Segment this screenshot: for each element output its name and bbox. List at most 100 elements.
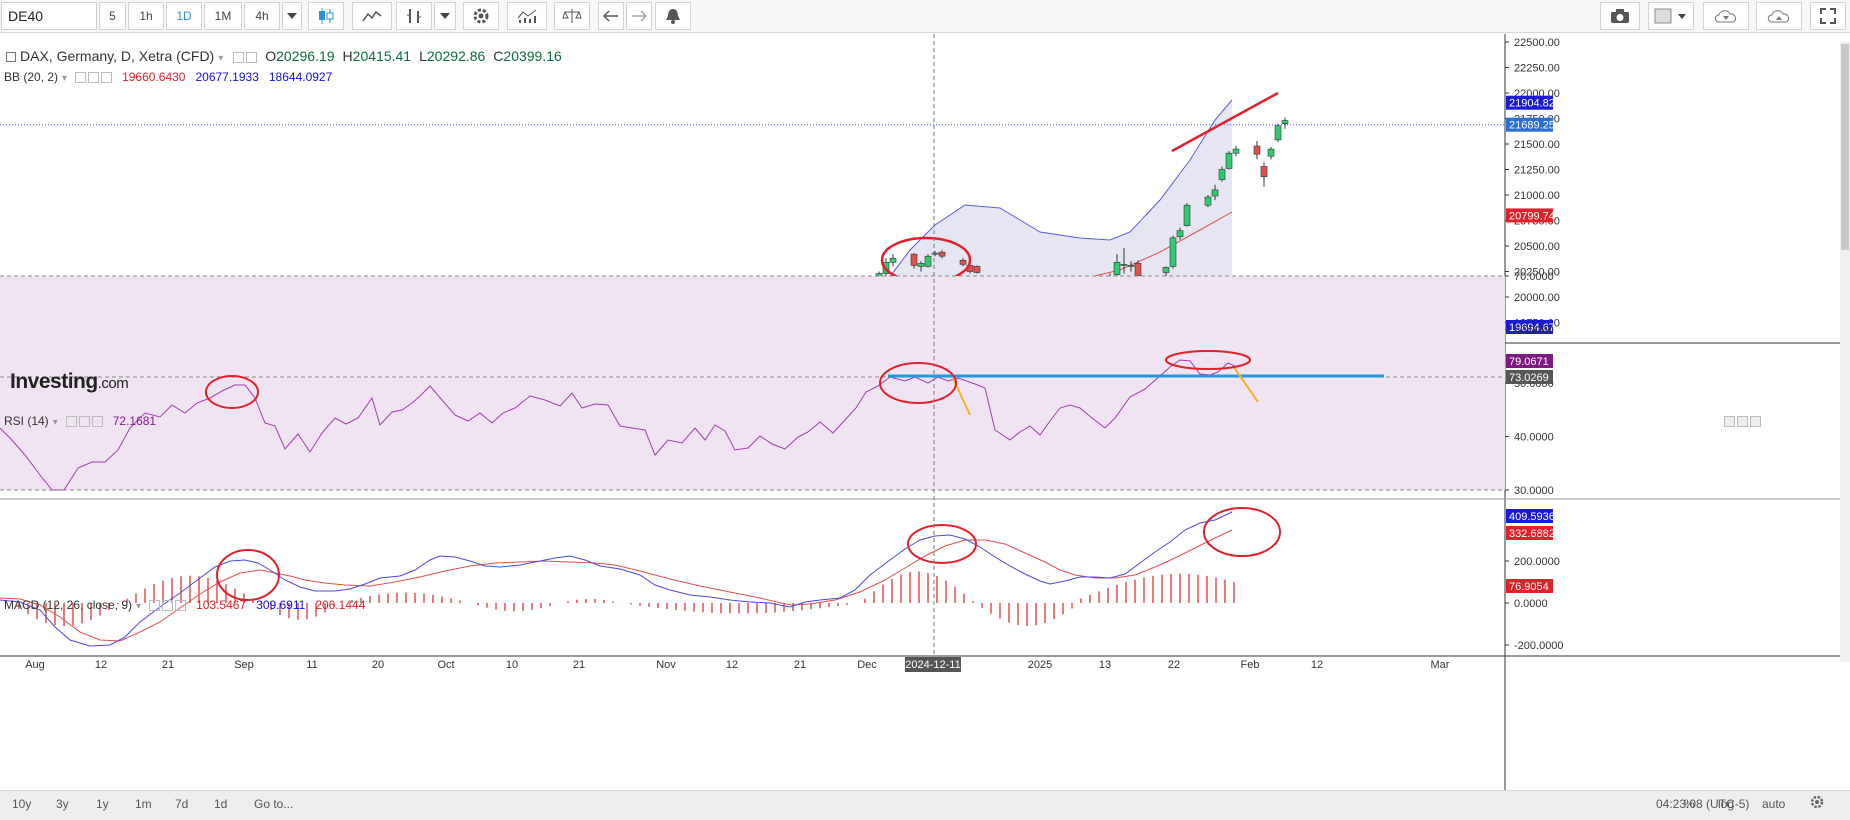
log-toggle[interactable]: log [1718, 797, 1735, 811]
macd-tick-label: 0.0000 [1514, 598, 1548, 610]
price-tick-label: 20250.00 [1514, 267, 1560, 279]
macd-legend: MACD (12, 26, close, 9) ▾ 103.5467 309.6911… [4, 598, 365, 612]
candlestick-icon[interactable] [308, 2, 344, 30]
macd-signal-line [0, 529, 1233, 642]
candle-body [889, 257, 897, 263]
crosshair-date-label: 2024-12-11 [905, 659, 960, 671]
chart-area[interactable]: 22500.0022250.0022000.0021750.0021500.00… [0, 34, 1850, 790]
rsi-legend: RSI (14) ▾ 72.1681 [4, 414, 156, 428]
range-7d-button[interactable]: 7d [175, 797, 189, 811]
candle-body [1183, 204, 1191, 226]
rsi-line [0, 359, 1236, 491]
goto-button[interactable]: Go to... [254, 797, 294, 811]
pane-controls [1724, 414, 1763, 428]
candle-body [1204, 196, 1212, 206]
range-1d-button[interactable]: 1d [214, 797, 228, 811]
range-1y-button[interactable]: 1y [96, 797, 109, 811]
candle-body [1253, 145, 1261, 155]
cloud-download-icon[interactable] [1703, 2, 1749, 30]
line-chart-icon[interactable] [352, 2, 392, 30]
time-tick-label: Oct [437, 659, 454, 671]
circle-annotation [1165, 350, 1251, 370]
layout-icon[interactable] [1648, 2, 1694, 30]
visibility-icon[interactable] [149, 600, 161, 612]
macd-label: MACD (12, 26, close, 9) [4, 598, 133, 612]
compare-icon[interactable] [554, 2, 590, 30]
macd-line [0, 511, 1233, 647]
chevron-down-icon[interactable]: ▾ [218, 53, 224, 64]
visibility-icon[interactable] [65, 416, 77, 428]
chevron-down-icon[interactable]: ▾ [62, 73, 68, 84]
time-tick-label: 21 [573, 659, 585, 671]
time-tick-label: 12 [726, 659, 738, 671]
alert-icon[interactable] [655, 2, 691, 30]
close-icon[interactable] [101, 72, 113, 84]
settings-icon[interactable] [246, 51, 258, 63]
instrument-title: DAX, Germany, D, Xetra (CFD) [20, 48, 215, 64]
interval-5-button[interactable]: 5 [99, 2, 126, 30]
close-value: 20399.16 [503, 48, 562, 64]
gear-icon[interactable] [463, 2, 499, 30]
chevron-down-icon[interactable]: ▾ [52, 417, 58, 428]
auto-toggle[interactable]: auto [1762, 797, 1786, 811]
candle-body [924, 255, 932, 267]
maximize-pane-icon[interactable] [1750, 416, 1761, 428]
time-tick-label: Feb [1241, 659, 1260, 671]
interval-1d-button[interactable]: 1D [166, 2, 202, 30]
rsi-tick-label: 60.0000 [1514, 325, 1554, 337]
settings-icon[interactable] [162, 600, 174, 612]
interval-1m-button[interactable]: 1M [204, 2, 242, 30]
symbol-input[interactable]: DE40 [1, 2, 97, 30]
range-1m-button[interactable]: 1m [135, 797, 152, 811]
candle-body [973, 266, 981, 273]
circle-annotation [205, 375, 259, 409]
time-tick-label: 13 [1099, 659, 1111, 671]
rsi-tick-label: 40.0000 [1514, 432, 1554, 444]
collapse-icon[interactable] [6, 52, 16, 63]
circle-annotation [216, 549, 280, 601]
bb-legend: BB (20, 2) ▾ 19660.6430 20677.1933 18644.092… [4, 70, 332, 84]
settings-icon[interactable] [78, 416, 90, 428]
camera-icon[interactable] [1600, 2, 1640, 30]
move-up-icon[interactable] [1724, 416, 1735, 428]
close-label: C [493, 48, 504, 64]
candle-body [1127, 265, 1135, 267]
redo-icon[interactable] [626, 2, 652, 30]
chevron-down-icon[interactable] [434, 2, 456, 30]
price-tick-label: 20500.00 [1514, 241, 1560, 253]
circle-annotation [879, 362, 957, 404]
candle-body [1162, 267, 1170, 273]
macd-signal-value: 206.1444 [315, 598, 366, 612]
indicators-icon[interactable] [507, 2, 547, 30]
candle-body [1169, 237, 1177, 267]
interval-4h-button[interactable]: 4h [244, 2, 280, 30]
candle-body [1113, 262, 1121, 275]
undo-icon[interactable] [598, 2, 624, 30]
visibility-icon[interactable] [75, 72, 87, 84]
close-icon[interactable] [175, 600, 187, 612]
low-label: L [419, 48, 427, 64]
time-tick-label: 21 [794, 659, 806, 671]
rsi-tick-label: 30.0000 [1514, 485, 1554, 497]
range-10y-button[interactable]: 10y [12, 797, 32, 811]
bar-style-icon[interactable] [396, 2, 432, 30]
visibility-icon[interactable] [233, 51, 245, 63]
fullscreen-icon[interactable] [1810, 2, 1846, 30]
percent-toggle[interactable]: % [1684, 797, 1695, 811]
price-tick-label: 21000.00 [1514, 190, 1560, 202]
chevron-down-icon[interactable]: ▾ [136, 601, 142, 612]
bb-lower-value: 18644.0927 [268, 70, 333, 84]
chevron-down-icon[interactable] [282, 2, 302, 30]
close-icon[interactable] [91, 416, 103, 428]
price-tick-label: 21500.00 [1514, 139, 1560, 151]
interval-1h-button[interactable]: 1h [128, 2, 164, 30]
settings-icon[interactable] [88, 72, 100, 84]
bb-lower-price-label: 19694.67 [1509, 322, 1555, 334]
move-down-icon[interactable] [1737, 416, 1748, 428]
range-3y-button[interactable]: 3y [56, 797, 69, 811]
gear-icon[interactable] [1810, 795, 1824, 812]
candle-body [917, 263, 925, 267]
candle-body [1274, 125, 1282, 141]
cloud-upload-icon[interactable] [1756, 2, 1802, 30]
candle-body [1211, 189, 1219, 197]
